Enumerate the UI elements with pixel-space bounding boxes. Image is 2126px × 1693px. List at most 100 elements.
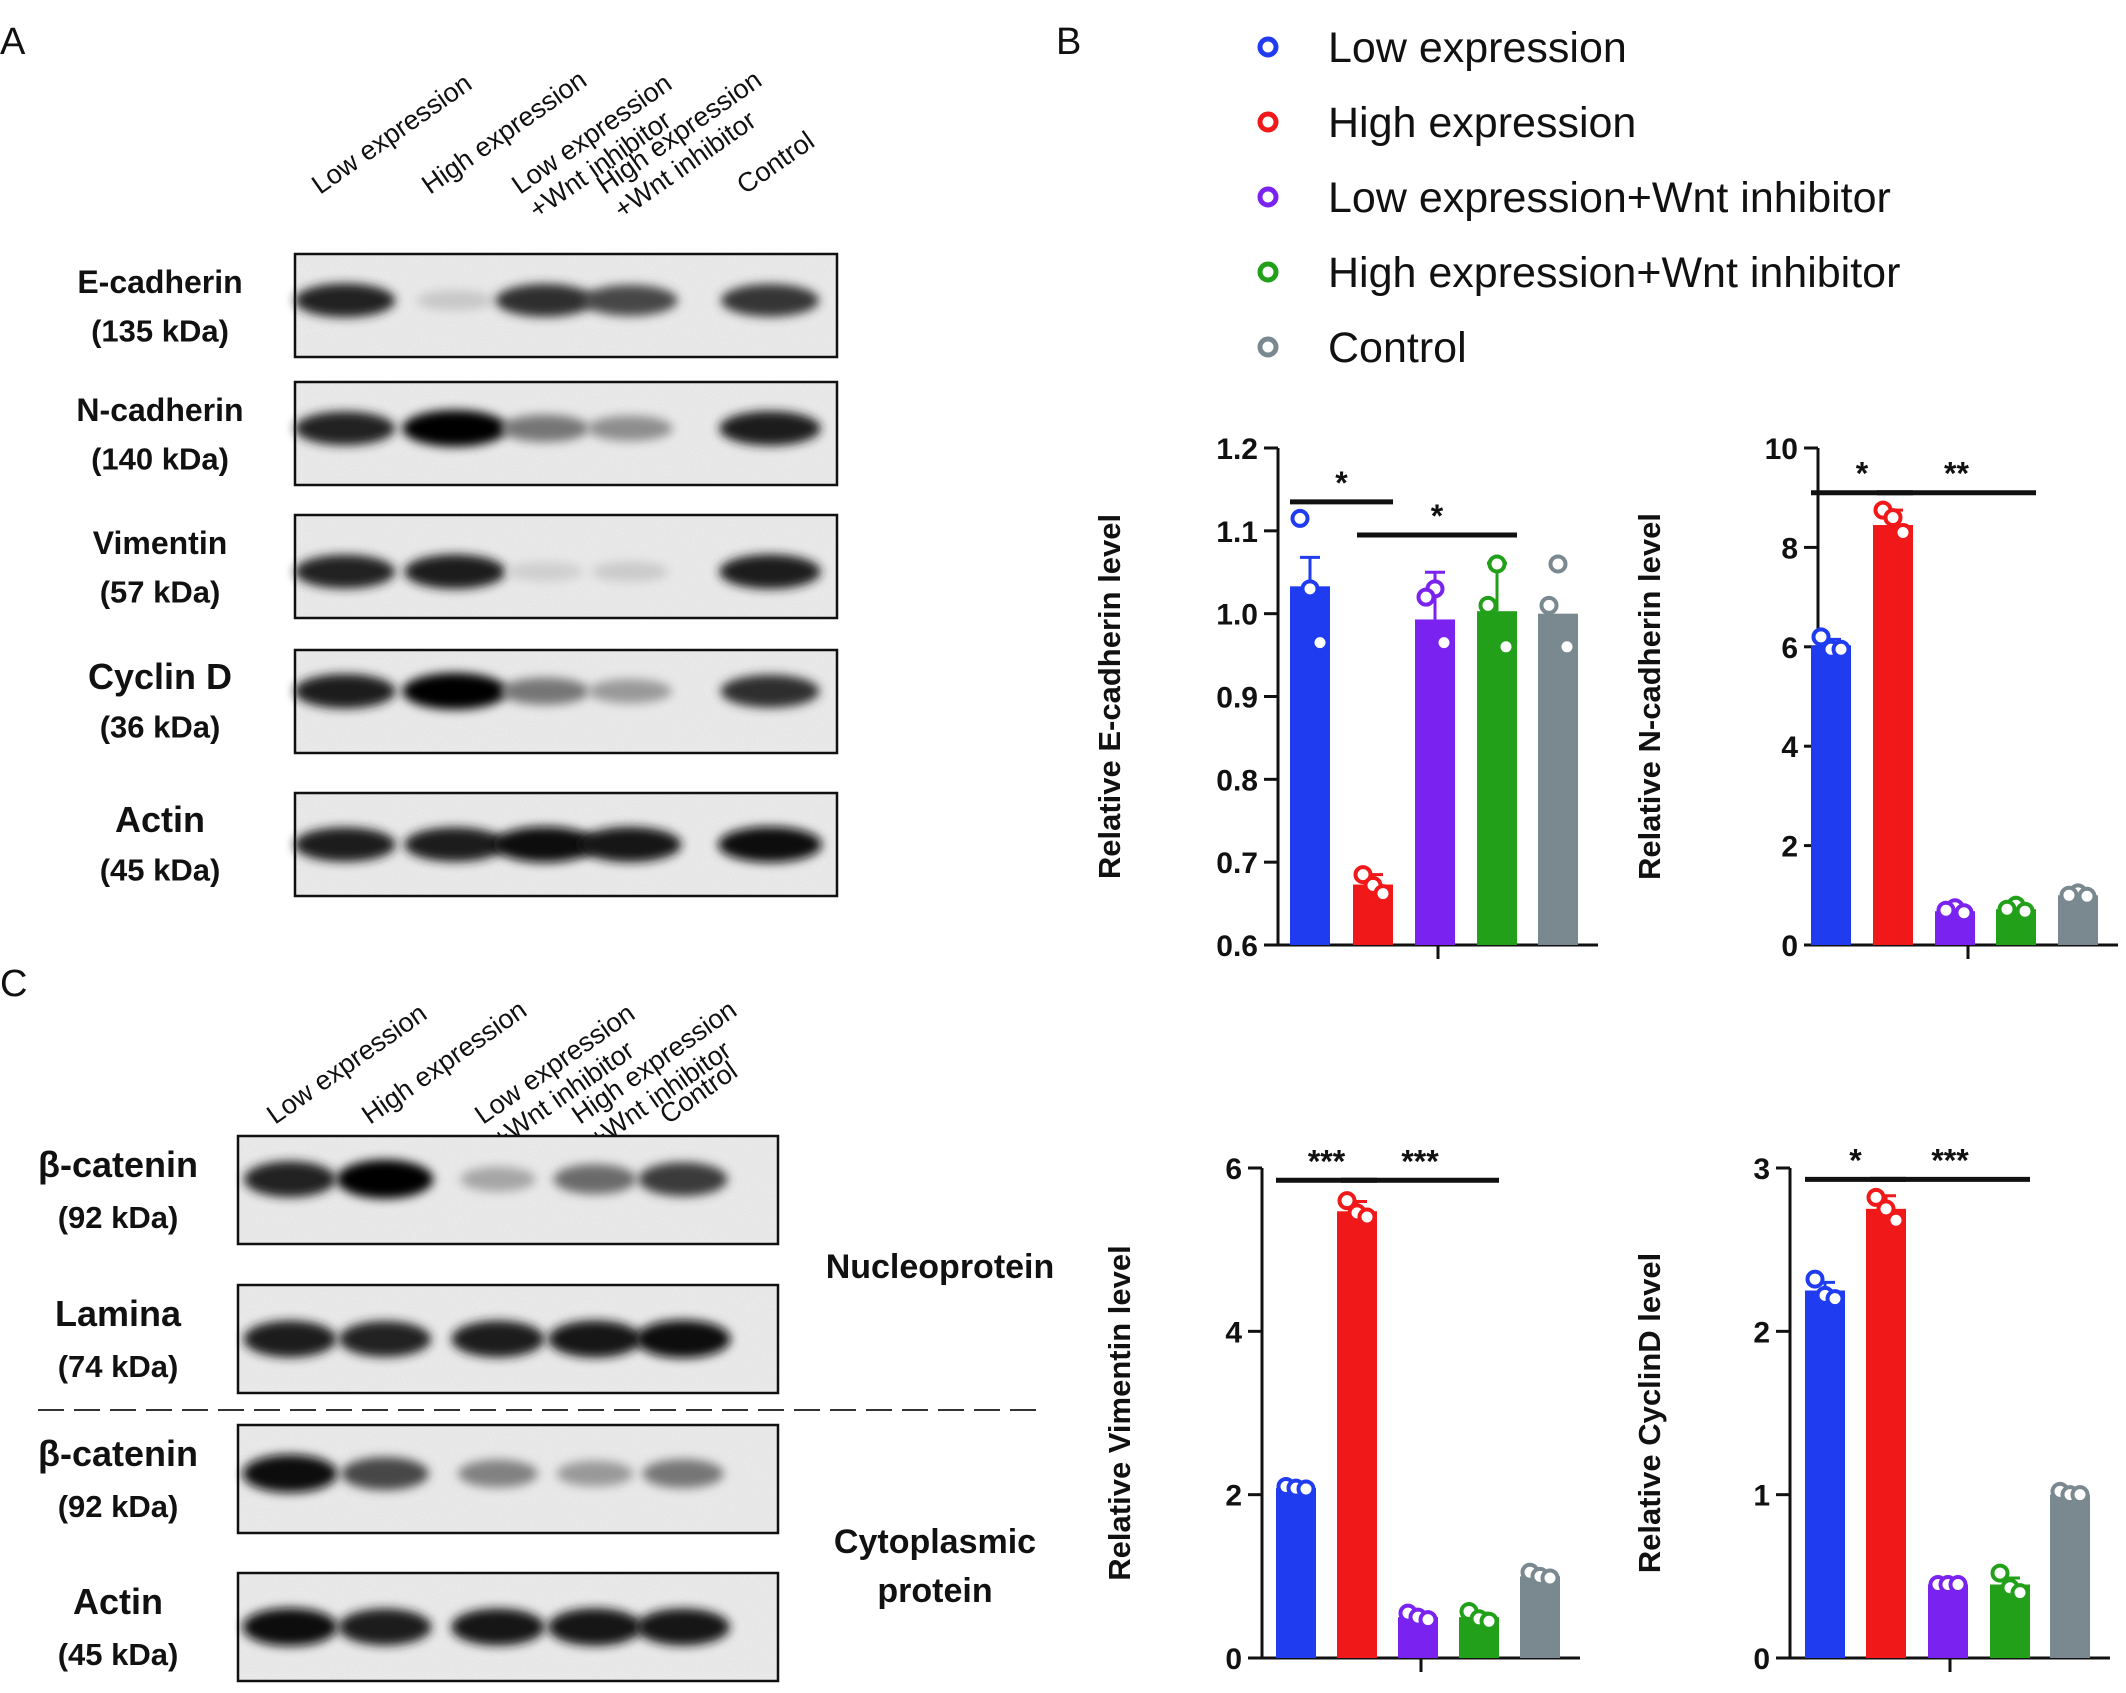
band-blot_c-3-lane-3 <box>458 1459 538 1488</box>
band-blot_a-2-lane-2 <box>402 409 508 447</box>
data-point-2-3-3 <box>1954 903 1974 923</box>
data-point-4-1-3 <box>1825 1289 1845 1309</box>
band-blot_a-5-lane-5 <box>718 826 822 863</box>
data-point-1-5-2 <box>1539 595 1559 615</box>
legend-marker-3 <box>1257 186 1279 208</box>
band-blot_a-4-lane-4 <box>588 679 672 704</box>
data-point-2-5-3 <box>2077 886 2097 906</box>
data-point-4-5-3 <box>2070 1485 2090 1505</box>
data-point-1-5-1 <box>1548 554 1568 574</box>
y-tick-label-3-1: 0 <box>1225 1643 1242 1676</box>
band-blot_a-5-lane-2 <box>404 827 506 862</box>
y-tick-label-2-6: 10 <box>1765 433 1798 466</box>
kda-label-blot_c-1: (92 kDa) <box>58 1200 179 1235</box>
kda-label-blot_a-5: (45 kDa) <box>100 853 221 888</box>
y-tick-label-3-2: 2 <box>1225 1480 1242 1513</box>
band-blot_c-2-lane-2 <box>338 1320 432 1358</box>
data-point-4-2-1 <box>1866 1187 1886 1207</box>
band-blot_a-4-lane-5 <box>720 674 820 708</box>
legend-marker-1 <box>1257 36 1279 58</box>
band-blot_c-2-lane-3 <box>451 1320 545 1358</box>
y-tick-label-1-2: 0.7 <box>1216 847 1258 880</box>
y-tick-label-1-1: 0.6 <box>1216 930 1258 963</box>
data-point-1-1-1 <box>1290 508 1310 528</box>
band-blot_a-1-lane-3 <box>495 283 595 317</box>
bar-1-5 <box>1538 613 1578 945</box>
band-blot_c-3-lane-5 <box>642 1459 724 1489</box>
band-blot_c-4-lane-1 <box>242 1607 338 1647</box>
band-blot_a-1-lane-4 <box>582 284 678 316</box>
y-tick-label-2-4: 6 <box>1781 632 1798 665</box>
panel-letter-a: A <box>0 21 26 63</box>
legend-marker-4 <box>1257 261 1279 283</box>
y-tick-label-4-2: 1 <box>1753 1480 1770 1513</box>
kda-label-blot_a-2: (140 kDa) <box>91 442 229 477</box>
significance-label-2-2: ** <box>1944 456 1969 492</box>
data-point-3-3-3 <box>1418 1610 1438 1630</box>
protein-label-blot_a-1: E-cadherin <box>77 264 242 300</box>
nucleoprotein-label: Nucleoprotein <box>826 1248 1055 1286</box>
legend-label-3: Low expression+Wnt inhibitor <box>1328 174 1891 222</box>
bar-2-2 <box>1873 525 1913 945</box>
band-blot_a-2-lane-4 <box>587 415 673 441</box>
bar-1-3 <box>1415 619 1455 945</box>
band-blot_a-5-lane-3 <box>493 826 597 863</box>
data-point-1-4-3 <box>1496 637 1516 657</box>
band-blot_a-5-lane-1 <box>294 827 396 862</box>
band-blot_a-2-lane-5 <box>719 411 821 446</box>
bar-4-2 <box>1866 1208 1906 1658</box>
band-blot_c-2-lane-5 <box>635 1319 731 1359</box>
protein-label-blot_c-3: β-catenin <box>38 1433 198 1474</box>
data-point-1-1-3 <box>1310 633 1330 653</box>
significance-label-2-1: * <box>1856 456 1869 492</box>
data-point-1-2-3 <box>1373 884 1393 904</box>
data-point-1-4-2 <box>1478 595 1498 615</box>
data-point-2-2-3 <box>1893 522 1913 542</box>
chart-3: 0 2 4 6 Relative Vimentin level *** *** <box>1102 1143 1580 1676</box>
y-axis-label-3: Relative Vimentin level <box>1102 1245 1137 1580</box>
y-tick-label-1-4: 0.9 <box>1216 682 1258 715</box>
protein-label-blot_c-1: β-catenin <box>38 1144 198 1185</box>
cytoplasmic-label-line2: protein <box>877 1572 992 1610</box>
chart-1: 0.6 0.7 0.8 0.9 1.0 1.1 1.2 Relative E-cadherin… <box>1092 433 1598 963</box>
band-blot_c-2-lane-4 <box>548 1320 642 1358</box>
protein-label-blot_a-5: Actin <box>115 799 205 840</box>
y-tick-label-2-3: 4 <box>1781 731 1798 764</box>
y-tick-label-2-2: 2 <box>1781 831 1798 864</box>
data-point-4-1-1 <box>1805 1269 1825 1289</box>
y-tick-label-1-5: 1.0 <box>1216 599 1258 632</box>
legend-label-1: Low expression <box>1328 24 1627 72</box>
bar-3-5 <box>1520 1576 1560 1658</box>
legend-label-4: High expression+Wnt inhibitor <box>1328 249 1900 297</box>
significance-label-4-1: * <box>1849 1142 1862 1178</box>
y-tick-label-1-7: 1.2 <box>1216 433 1258 466</box>
legend-marker-5 <box>1257 336 1279 358</box>
band-blot_c-4-lane-3 <box>451 1608 545 1646</box>
panel-letter-b: B <box>1056 21 1081 63</box>
legend: Low expression High expression Low express… <box>1257 24 1900 372</box>
panel-letter-c: C <box>0 963 27 1005</box>
significance-label-3-1: *** <box>1308 1143 1346 1179</box>
data-point-1-3-2 <box>1416 587 1436 607</box>
band-blot_c-1-lane-1 <box>243 1161 337 1198</box>
data-point-2-4-3 <box>2015 901 2035 921</box>
band-blot_a-1-lane-5 <box>720 284 820 317</box>
kda-label-blot_c-2: (74 kDa) <box>58 1349 179 1384</box>
data-point-2-1-1 <box>1811 627 1831 647</box>
data-point-3-2-3 <box>1357 1207 1377 1227</box>
y-tick-label-2-1: 0 <box>1781 930 1798 963</box>
y-axis-label-2: Relative N-cadherin level <box>1632 513 1667 880</box>
data-point-2-5-2 <box>2059 885 2079 905</box>
data-point-1-5-3 <box>1557 637 1577 657</box>
significance-label-4-2: *** <box>1931 1142 1969 1178</box>
protein-label-blot_c-2: Lamina <box>55 1293 182 1334</box>
band-blot_c-1-lane-4 <box>553 1164 637 1195</box>
band-blot_a-3-lane-4 <box>591 561 669 582</box>
bar-3-1 <box>1276 1488 1316 1658</box>
kda-label-blot_c-3: (92 kDa) <box>58 1489 179 1524</box>
band-blot_c-1-lane-3 <box>460 1166 536 1192</box>
data-point-2-4-2 <box>1997 899 2017 919</box>
